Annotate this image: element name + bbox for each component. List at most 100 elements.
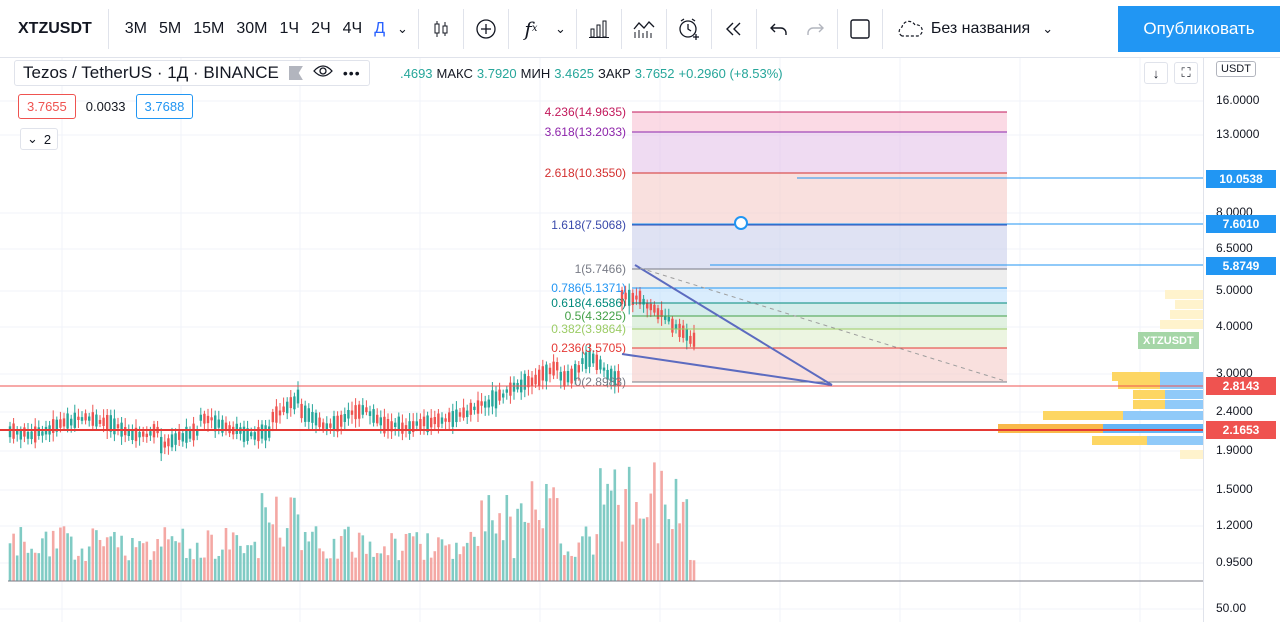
volume-bar	[66, 533, 69, 581]
replay-rewind-icon[interactable]	[716, 9, 752, 49]
fib-level-label: 0.236(3.5705)	[551, 341, 626, 355]
volume-bar	[440, 539, 444, 581]
fullscreen-square-icon[interactable]	[842, 9, 878, 49]
candle-body	[430, 417, 433, 428]
candle-body	[660, 310, 663, 317]
volume-bar	[635, 502, 638, 581]
volume-bar	[627, 466, 631, 581]
candle-body	[548, 367, 552, 375]
close-value: 3.7652	[634, 66, 675, 81]
eye-icon[interactable]	[313, 63, 333, 83]
candle-body	[448, 412, 451, 423]
open-value: .4693	[400, 66, 433, 81]
candle-body	[361, 405, 364, 415]
interval-30m[interactable]: 30М	[236, 19, 268, 37]
interval-2h[interactable]: 2Ч	[311, 19, 331, 37]
candle-body	[59, 419, 62, 428]
candle-body	[217, 419, 220, 428]
candle-body	[646, 302, 649, 309]
interval-5m[interactable]: 5М	[159, 19, 182, 37]
alert-clock-icon[interactable]	[671, 9, 707, 49]
toolbar-divider	[755, 8, 757, 49]
candle-body	[116, 424, 120, 429]
flag-icon[interactable]	[288, 66, 303, 80]
currency-button[interactable]: USDT	[1216, 61, 1256, 77]
volume-bar	[411, 536, 415, 581]
volume-bar	[455, 542, 458, 581]
candle-body	[620, 289, 624, 305]
volume-bar	[167, 539, 170, 581]
candle-body	[386, 419, 390, 431]
candle-body	[487, 399, 490, 408]
candle-body	[592, 353, 595, 364]
indicators-chevron-icon[interactable]: ⌄	[554, 20, 566, 36]
volume-bar	[15, 555, 19, 581]
interval-3m[interactable]: 3М	[124, 19, 148, 37]
fib-zone	[632, 132, 1007, 173]
candle-body	[300, 403, 303, 419]
undo-icon[interactable]	[761, 9, 797, 49]
drawing-objects[interactable]	[0, 177, 1203, 431]
candle-body	[642, 298, 645, 305]
candle-body	[588, 350, 591, 367]
interval-1d[interactable]: Д	[374, 19, 386, 37]
indicators-toggle[interactable]: ⌄ 2	[20, 128, 59, 150]
candle-body	[505, 389, 508, 393]
interval-1h[interactable]: 1Ч	[279, 19, 300, 37]
symbol-search-button[interactable]: XTZUSDT	[0, 8, 109, 49]
volume-bar	[638, 518, 642, 581]
candle-body	[415, 421, 418, 426]
interval-4h[interactable]: 4Ч	[342, 19, 363, 37]
candle-body	[23, 427, 26, 437]
volume-bar	[210, 534, 213, 581]
volume-bar	[422, 559, 426, 581]
financials-bars-icon[interactable]	[581, 9, 617, 49]
candle-body	[196, 430, 199, 436]
price-tick-label: 4.0000	[1216, 319, 1253, 333]
volume-bar	[483, 531, 487, 581]
volume-bar	[228, 549, 231, 581]
templates-chart-icon[interactable]	[626, 9, 662, 49]
candle-body	[192, 423, 195, 441]
publish-button[interactable]: Опубликовать	[1118, 6, 1280, 52]
volume-bar	[548, 498, 552, 581]
more-dots-icon[interactable]: •••	[342, 65, 361, 81]
chart-canvas[interactable]: 4.236(14.9635) 3.618(13.2033) 2.618(10.355…	[0, 58, 1203, 622]
volume-bar	[602, 504, 606, 581]
layout-name-button[interactable]: Без названия ⌄	[887, 9, 1061, 49]
candle-body	[149, 431, 152, 436]
volume-bar	[408, 533, 411, 581]
candle-body	[394, 422, 397, 428]
chart-type-candles-icon[interactable]	[423, 9, 459, 49]
candle-body	[602, 367, 606, 371]
volume-bar	[95, 530, 98, 581]
fib-zone	[632, 112, 1007, 132]
low-value: 3.4625	[554, 66, 594, 81]
buy-price-button[interactable]: 3.7688	[135, 94, 194, 119]
compare-add-icon[interactable]	[468, 9, 504, 49]
interval-dropdown-chevron-icon[interactable]: ⌄	[397, 20, 408, 36]
symbol-legend-box[interactable]: Tezos / TetherUS · 1Д · BINANCE •••	[14, 60, 370, 86]
price-tick-label: 1.9000	[1216, 443, 1253, 457]
candle-body	[671, 318, 674, 333]
volume-bar	[285, 528, 289, 581]
volume-profile-bar	[998, 424, 1203, 433]
volume-bar	[127, 560, 131, 581]
maximize-icon[interactable]: ⛶	[1174, 62, 1198, 84]
price-axis[interactable]: 16.0000 13.0000 8.0000 6.5000 5.0000 4.0000 3.…	[1203, 58, 1280, 622]
cloud-icon	[898, 20, 923, 37]
candle-body	[343, 414, 346, 422]
sell-price-button[interactable]: 3.7655	[18, 94, 76, 119]
candle-body	[426, 415, 429, 433]
volume-bar	[278, 537, 282, 581]
candle-body	[124, 427, 127, 436]
volume-bar	[329, 558, 332, 581]
redo-icon[interactable]	[797, 9, 833, 49]
fibonacci-levels: 4.236(14.9635) 3.618(13.2033) 2.618(10.355…	[545, 105, 1007, 389]
candle-body	[512, 382, 516, 392]
candle-body	[656, 308, 660, 320]
scroll-down-arrow-icon[interactable]: ↓	[1144, 62, 1168, 84]
interval-15m[interactable]: 15М	[193, 19, 225, 37]
